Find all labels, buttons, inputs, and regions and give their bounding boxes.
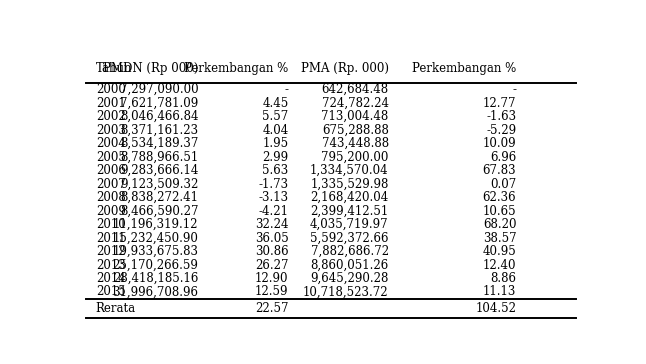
Text: 1,335,529.98: 1,335,529.98 [310, 178, 389, 191]
Text: 4,035,719.97: 4,035,719.97 [310, 218, 389, 231]
Text: 11.13: 11.13 [483, 285, 516, 298]
Text: 10.09: 10.09 [483, 137, 516, 150]
Text: 2001: 2001 [96, 97, 125, 110]
Text: 30.86: 30.86 [255, 245, 289, 258]
Text: 36.05: 36.05 [255, 232, 289, 245]
Text: 2011: 2011 [96, 232, 125, 245]
Text: 5,592,372.66: 5,592,372.66 [310, 232, 389, 245]
Text: 1.95: 1.95 [262, 137, 289, 150]
Text: 9,283,666.14: 9,283,666.14 [120, 164, 198, 177]
Text: 62.36: 62.36 [483, 191, 516, 204]
Text: -: - [512, 83, 516, 96]
Text: 2005: 2005 [96, 151, 125, 163]
Text: 713,004.48: 713,004.48 [322, 110, 389, 123]
Text: 2004: 2004 [96, 137, 125, 150]
Text: 7,621,781.09: 7,621,781.09 [120, 97, 198, 110]
Text: 2002: 2002 [96, 110, 125, 123]
Text: -5.29: -5.29 [486, 124, 516, 136]
Text: 12.40: 12.40 [483, 258, 516, 272]
Text: 9,123,509.32: 9,123,509.32 [120, 178, 198, 191]
Text: 2013: 2013 [96, 258, 125, 272]
Text: 2,168,420.04: 2,168,420.04 [310, 191, 389, 204]
Text: 104.52: 104.52 [475, 302, 516, 315]
Text: 2010: 2010 [96, 218, 125, 231]
Text: 5.57: 5.57 [262, 110, 289, 123]
Text: -1.73: -1.73 [258, 178, 289, 191]
Text: 40.95: 40.95 [483, 245, 516, 258]
Text: 7,882,686.72: 7,882,686.72 [311, 245, 389, 258]
Text: 19,933,675.83: 19,933,675.83 [112, 245, 198, 258]
Text: 8,788,966.51: 8,788,966.51 [120, 151, 198, 163]
Text: 12.90: 12.90 [255, 272, 289, 285]
Text: 1,334,570.04: 1,334,570.04 [310, 164, 389, 177]
Text: 8,371,161.23: 8,371,161.23 [120, 124, 198, 136]
Text: -4.21: -4.21 [258, 205, 289, 218]
Text: 2015: 2015 [96, 285, 125, 298]
Text: 22.57: 22.57 [255, 302, 289, 315]
Text: 2003: 2003 [96, 124, 125, 136]
Text: -3.13: -3.13 [258, 191, 289, 204]
Text: 8,534,189.37: 8,534,189.37 [120, 137, 198, 150]
Text: 11,196,319.12: 11,196,319.12 [113, 218, 198, 231]
Text: 25,170,266.59: 25,170,266.59 [112, 258, 198, 272]
Text: 795,200.00: 795,200.00 [321, 151, 389, 163]
Text: 2008: 2008 [96, 191, 125, 204]
Text: 743,448.88: 743,448.88 [322, 137, 389, 150]
Text: 38.57: 38.57 [483, 232, 516, 245]
Text: 642,684.48: 642,684.48 [322, 83, 389, 96]
Text: 28,418,185.16: 28,418,185.16 [113, 272, 198, 285]
Text: 2012: 2012 [96, 245, 125, 258]
Text: 10,718,523.72: 10,718,523.72 [303, 285, 389, 298]
Text: PMA (Rp. 000): PMA (Rp. 000) [300, 62, 389, 75]
Text: 8,860,051.26: 8,860,051.26 [310, 258, 389, 272]
Text: 68.20: 68.20 [483, 218, 516, 231]
Text: 2009: 2009 [96, 205, 125, 218]
Text: 2006: 2006 [96, 164, 125, 177]
Text: 9,645,290.28: 9,645,290.28 [310, 272, 389, 285]
Text: 7,297,090.00: 7,297,090.00 [120, 83, 198, 96]
Text: Rerata: Rerata [96, 302, 136, 315]
Text: 8,838,272.41: 8,838,272.41 [120, 191, 198, 204]
Text: PMDN (Rp 000): PMDN (Rp 000) [103, 62, 198, 75]
Text: 2,399,412.51: 2,399,412.51 [310, 205, 389, 218]
Text: 12.77: 12.77 [483, 97, 516, 110]
Text: 2014: 2014 [96, 272, 125, 285]
Text: 6.96: 6.96 [490, 151, 516, 163]
Text: 8,046,466.84: 8,046,466.84 [120, 110, 198, 123]
Text: -1.63: -1.63 [486, 110, 516, 123]
Text: 32.24: 32.24 [255, 218, 289, 231]
Text: Perkembangan %: Perkembangan % [184, 62, 289, 75]
Text: Tahun: Tahun [96, 62, 132, 75]
Text: 31,996,708.96: 31,996,708.96 [112, 285, 198, 298]
Text: 15,232,450.90: 15,232,450.90 [112, 232, 198, 245]
Text: 675,288.88: 675,288.88 [322, 124, 389, 136]
Text: 26.27: 26.27 [255, 258, 289, 272]
Text: Perkembangan %: Perkembangan % [412, 62, 516, 75]
Text: 8.86: 8.86 [490, 272, 516, 285]
Text: 67.83: 67.83 [483, 164, 516, 177]
Text: 724,782.24: 724,782.24 [322, 97, 389, 110]
Text: 10.65: 10.65 [483, 205, 516, 218]
Text: 8,466,590.27: 8,466,590.27 [120, 205, 198, 218]
Text: -: - [284, 83, 289, 96]
Text: 12.59: 12.59 [255, 285, 289, 298]
Text: 5.63: 5.63 [262, 164, 289, 177]
Text: 2007: 2007 [96, 178, 125, 191]
Text: 2000: 2000 [96, 83, 125, 96]
Text: 4.45: 4.45 [262, 97, 289, 110]
Text: 4.04: 4.04 [262, 124, 289, 136]
Text: 2.99: 2.99 [262, 151, 289, 163]
Text: 0.07: 0.07 [490, 178, 516, 191]
